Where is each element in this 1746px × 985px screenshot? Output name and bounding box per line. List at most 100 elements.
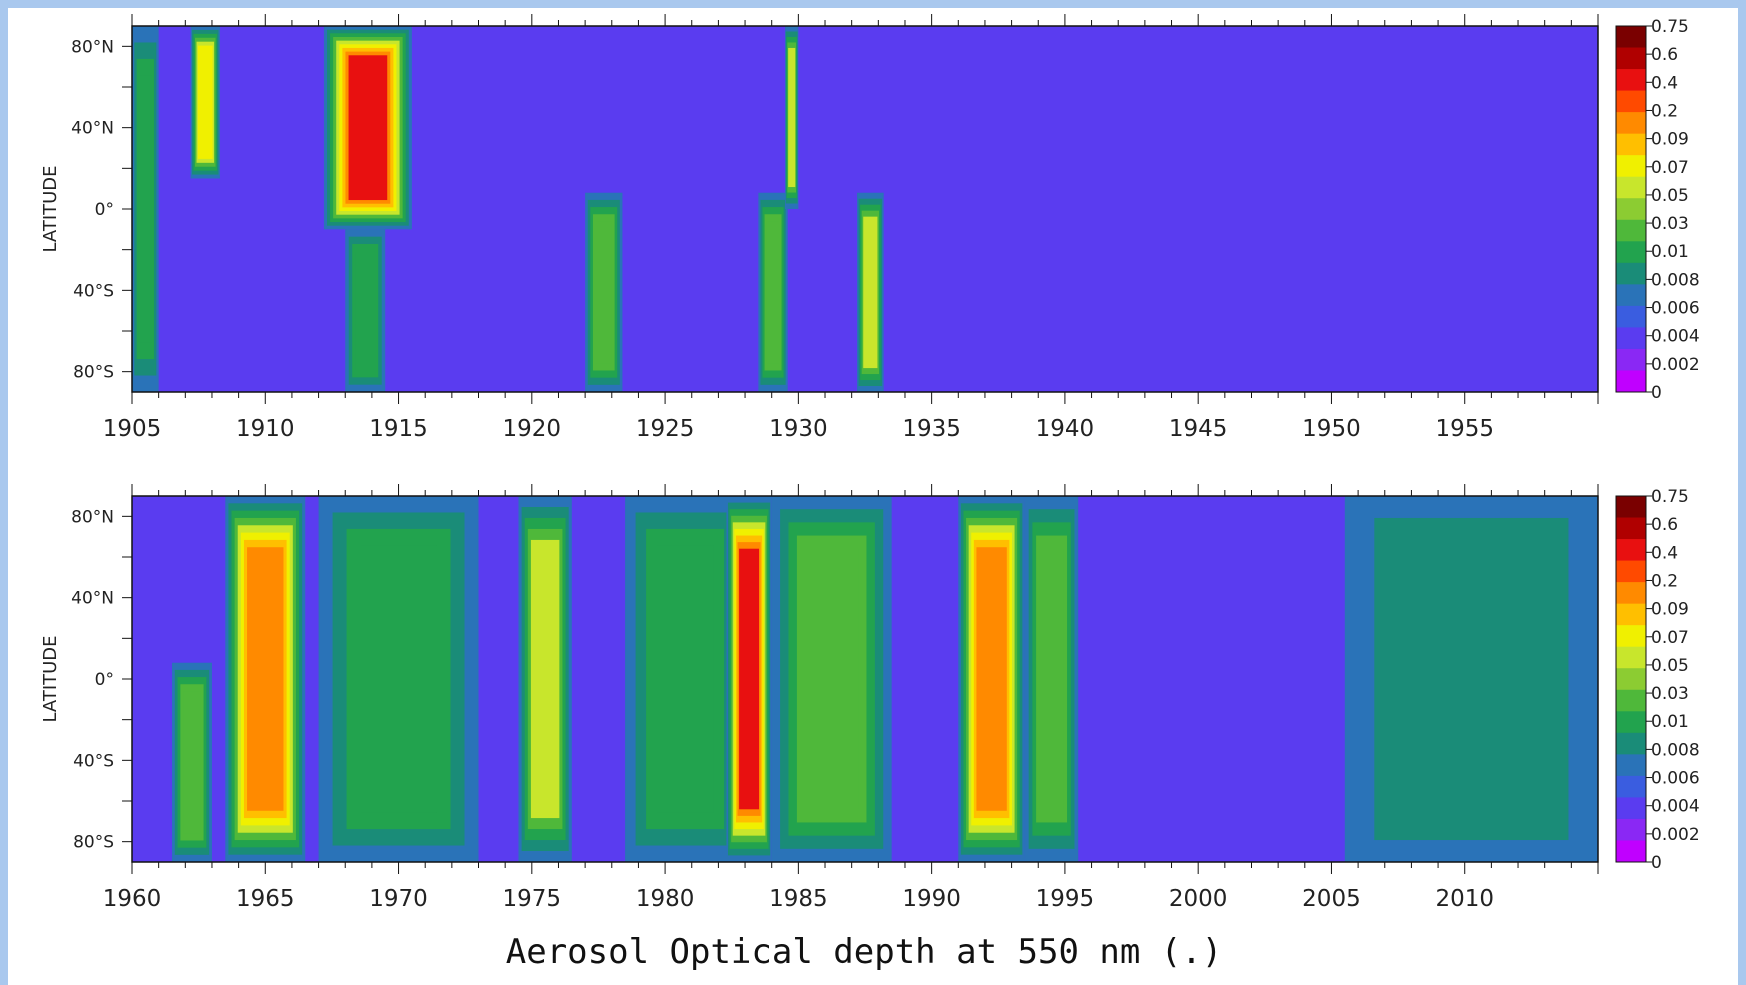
colorbar-label: 0.2	[1651, 571, 1678, 591]
colorbar-label: 0.03	[1651, 214, 1689, 234]
colorbar-cell	[1616, 262, 1646, 285]
x-tick-label: 1960	[103, 886, 162, 912]
aerosol-event-0	[132, 26, 159, 392]
colorbar-label: 0.07	[1651, 158, 1689, 178]
aerosol-event-9	[1344, 496, 1598, 862]
colorbar-label: 0.002	[1651, 825, 1700, 845]
aerosol-event-7	[958, 496, 1025, 862]
colorbar-cell	[1616, 133, 1646, 156]
colorbar-label: 0.004	[1651, 327, 1700, 347]
y-tick-label: 80°S	[73, 833, 114, 853]
aerosol-event-1	[190, 26, 220, 179]
event-band	[766, 221, 780, 364]
colorbar-cell	[1616, 47, 1646, 70]
y-tick-label: 40°N	[71, 119, 114, 139]
event-band	[138, 75, 152, 343]
x-tick-label: 1990	[902, 886, 961, 912]
event-band	[183, 691, 201, 834]
event-band	[1403, 539, 1539, 819]
x-tick-label: 1985	[769, 886, 828, 912]
x-tick-label: 1970	[369, 886, 428, 912]
aerosol-event-0	[171, 662, 212, 862]
panel-top: 1905 1910 1915 1920 1925 1930 1935 1940 1945 1950…	[40, 14, 1700, 442]
y-tick-label: 80°N	[71, 507, 114, 527]
aerosol-event-3	[345, 229, 386, 392]
y-tick-label: 40°S	[73, 281, 114, 301]
y-tick-label: 0°	[95, 200, 114, 220]
colorbar-label: 0.004	[1651, 797, 1700, 817]
colorbar-cell	[1616, 176, 1646, 199]
colorbar-frame	[1615, 495, 1647, 863]
y-tick-label: 40°N	[71, 589, 114, 609]
x-tick-label: 1935	[902, 416, 961, 442]
colorbar: 0.75 0.6 0.4 0.2 0.09 0.07 0.05 0.03 0.01 0.008 0.…	[1615, 17, 1700, 403]
colorbar-cell	[1616, 689, 1646, 712]
colorbar-cell	[1616, 284, 1646, 307]
x-tick-label: 1945	[1169, 416, 1228, 442]
colorbar-label: 0	[1651, 383, 1662, 403]
colorbar-label: 0.6	[1651, 45, 1678, 65]
x-tick-label: 1995	[1036, 886, 1095, 912]
colorbar-label: 0.01	[1651, 242, 1689, 262]
event-band	[534, 550, 557, 808]
x-tick-label: 1940	[1036, 416, 1095, 442]
colorbar-cell	[1616, 348, 1646, 371]
colorbar-cell	[1616, 496, 1646, 519]
colorbar-label: 0.09	[1651, 130, 1689, 150]
x-tick-label: 1905	[103, 416, 162, 442]
colorbar-cell	[1616, 155, 1646, 178]
event-band	[355, 251, 375, 371]
colorbar-cell	[1616, 797, 1646, 820]
x-tick-label: 1920	[503, 416, 562, 442]
y-axis-label: LATITUDE	[40, 635, 61, 722]
aerosol-event-4	[585, 192, 623, 392]
aerosol-event-7	[857, 192, 884, 392]
colorbar-cell	[1616, 112, 1646, 135]
colorbar-cell	[1616, 539, 1646, 562]
x-tick-label: 2005	[1302, 886, 1361, 912]
event-band	[351, 58, 385, 197]
colorbar-cell	[1616, 198, 1646, 221]
event-band	[1039, 548, 1064, 810]
colorbar-cell	[1616, 305, 1646, 328]
y-axis-label: LATITUDE	[40, 165, 61, 252]
colorbar-label: 0.4	[1651, 543, 1678, 563]
colorbar-cell	[1616, 219, 1646, 242]
colorbar-label: 0.09	[1651, 600, 1689, 620]
event-band	[979, 554, 1005, 804]
aerosol-event-5	[726, 496, 772, 862]
colorbar-cell	[1616, 69, 1646, 92]
y-tick-label: 40°S	[73, 751, 114, 771]
colorbar-cell	[1616, 668, 1646, 691]
colorbar-cell	[1616, 732, 1646, 755]
aerosol-event-5	[758, 192, 788, 392]
colorbar-frame	[1615, 25, 1647, 393]
colorbar-label: 0.008	[1651, 740, 1700, 760]
y-tick-label: 80°S	[73, 363, 114, 383]
colorbar-label: 0.75	[1651, 487, 1689, 507]
colorbar-cell	[1616, 327, 1646, 350]
colorbar-label: 0	[1651, 853, 1662, 873]
aerosol-event-2	[323, 26, 412, 230]
colorbar-cell	[1616, 241, 1646, 264]
event-band	[788, 53, 795, 182]
colorbar-cell	[1616, 711, 1646, 734]
x-tick-label: 1980	[636, 886, 695, 912]
colorbar-cell	[1616, 603, 1646, 626]
aerosol-event-4	[625, 496, 746, 862]
colorbar-cell	[1616, 370, 1646, 393]
y-tick-label: 80°N	[71, 37, 114, 57]
aerosol-event-3	[518, 496, 572, 862]
colorbar-cell	[1616, 754, 1646, 777]
colorbar-cell	[1616, 818, 1646, 841]
footer-label: Aerosol Optical depth at 550 nm (.)	[506, 932, 1222, 972]
event-band	[199, 49, 212, 155]
aerosol-figure: 1905 1910 1915 1920 1925 1930 1935 1940 1945 1950…	[40, 14, 1700, 972]
colorbar-label: 0.03	[1651, 684, 1689, 704]
colorbar-label: 0.01	[1651, 712, 1689, 732]
figure-frame: 1905 1910 1915 1920 1925 1930 1935 1940 1945 1950…	[8, 8, 1738, 985]
colorbar-label: 0.4	[1651, 73, 1678, 93]
aerosol-event-8	[1024, 496, 1079, 862]
x-tick-label: 1950	[1302, 416, 1361, 442]
x-tick-label: 1930	[769, 416, 828, 442]
